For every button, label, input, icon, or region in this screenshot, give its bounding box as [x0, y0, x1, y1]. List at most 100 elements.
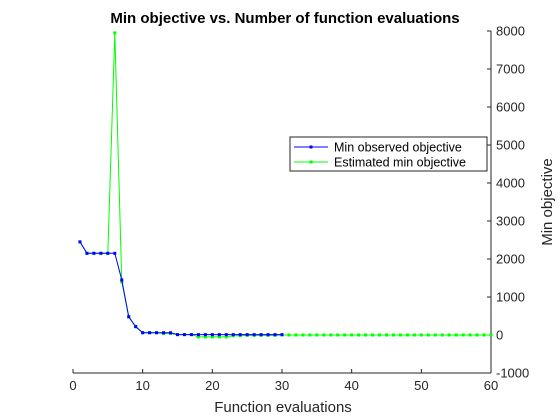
data-point: [231, 333, 235, 337]
data-point: [322, 333, 326, 337]
legend-swatch-marker: [309, 160, 313, 164]
data-point: [385, 333, 388, 337]
data-point: [196, 335, 200, 339]
y-tick-label: 2000: [496, 252, 525, 267]
legend-box: [289, 136, 488, 172]
data-point: [440, 333, 444, 337]
data-point: [315, 333, 319, 337]
data-point: [224, 333, 228, 337]
data-point: [364, 333, 368, 337]
data-point: [106, 251, 110, 255]
legend-label: Min observed objective: [334, 141, 462, 155]
data-point: [308, 333, 312, 337]
data-point: [182, 333, 186, 337]
data-point: [468, 333, 472, 337]
data-point: [127, 315, 131, 319]
y-tick-label: 1000: [496, 290, 525, 305]
data-point: [238, 333, 242, 337]
data-point: [336, 333, 340, 337]
y-tick-label: 5000: [496, 138, 525, 153]
data-point: [196, 333, 200, 337]
data-point: [371, 333, 375, 337]
y-axis-label: Min objective: [539, 158, 556, 246]
data-point: [113, 251, 117, 255]
series-line: [79, 32, 491, 338]
data-point: [141, 331, 145, 335]
data-point: [266, 333, 270, 337]
x-tick-label: 10: [135, 378, 149, 393]
legend-item: Min observed objective: [294, 141, 462, 155]
data-point: [482, 333, 486, 337]
data-point: [454, 333, 458, 337]
data-point: [461, 333, 465, 337]
data-point: [280, 333, 284, 337]
series-line: [79, 241, 282, 336]
data-point: [426, 333, 430, 337]
data-point: [85, 251, 89, 255]
data-point: [99, 251, 103, 255]
data-point: [210, 335, 214, 339]
data-point: [217, 335, 221, 339]
data-point: [169, 331, 173, 335]
y-tick-label: 0: [496, 328, 503, 343]
data-point: [113, 31, 117, 35]
data-point: [419, 333, 423, 337]
legend-swatch-marker: [309, 145, 313, 149]
data-point: [391, 333, 395, 337]
data-point: [343, 333, 347, 337]
data-point: [259, 333, 263, 337]
y-tick-label: 7000: [496, 62, 525, 77]
data-point: [287, 333, 291, 337]
data-point: [210, 333, 214, 337]
legend-item: Estimated min objective: [294, 156, 466, 170]
plot-area: [78, 31, 493, 339]
data-point: [378, 333, 382, 337]
legend-label: Estimated min objective: [334, 156, 466, 170]
data-point: [357, 333, 361, 337]
data-point: [245, 333, 249, 337]
data-point: [398, 333, 402, 337]
data-point: [203, 333, 207, 337]
data-point: [447, 333, 451, 337]
data-point: [224, 335, 228, 339]
data-point: [78, 240, 82, 244]
chart-title: Min objective vs. Number of function eva…: [110, 10, 459, 27]
data-point: [92, 251, 96, 255]
data-point: [433, 333, 437, 337]
data-point: [273, 333, 277, 337]
x-tick-label: 20: [205, 378, 219, 393]
x-tick-label: 0: [69, 378, 76, 393]
data-point: [148, 331, 152, 335]
data-point: [162, 331, 166, 335]
x-tick-label: 60: [484, 378, 498, 393]
data-point: [350, 333, 354, 337]
x-axis-label: Function evaluations: [214, 399, 352, 416]
data-point: [475, 333, 479, 337]
y-tick-label: -1000: [496, 366, 529, 381]
data-point: [329, 333, 333, 337]
y-tick-label: 3000: [496, 214, 525, 229]
axes: 0 10 20 30 40 50 60-1000 0 1000 2000 3000 4000 5000 6…: [69, 24, 529, 394]
x-tick-label: 50: [414, 378, 428, 393]
data-point: [294, 333, 298, 337]
series-estimated-min-objective: [78, 31, 493, 339]
series-min-observed-objective: [78, 240, 284, 337]
data-point: [189, 333, 193, 337]
data-point: [203, 335, 207, 339]
data-point: [412, 333, 416, 337]
y-tick-label: 8000: [496, 24, 525, 39]
y-tick-label: 4000: [496, 176, 525, 191]
data-point: [120, 278, 124, 282]
data-point: [134, 325, 138, 329]
x-tick-label: 40: [344, 378, 358, 393]
data-point: [405, 333, 409, 337]
data-point: [489, 333, 493, 337]
data-point: [301, 333, 305, 337]
data-point: [217, 333, 221, 337]
y-tick-label: 6000: [496, 100, 525, 115]
data-point: [155, 331, 159, 335]
data-point: [252, 333, 256, 337]
